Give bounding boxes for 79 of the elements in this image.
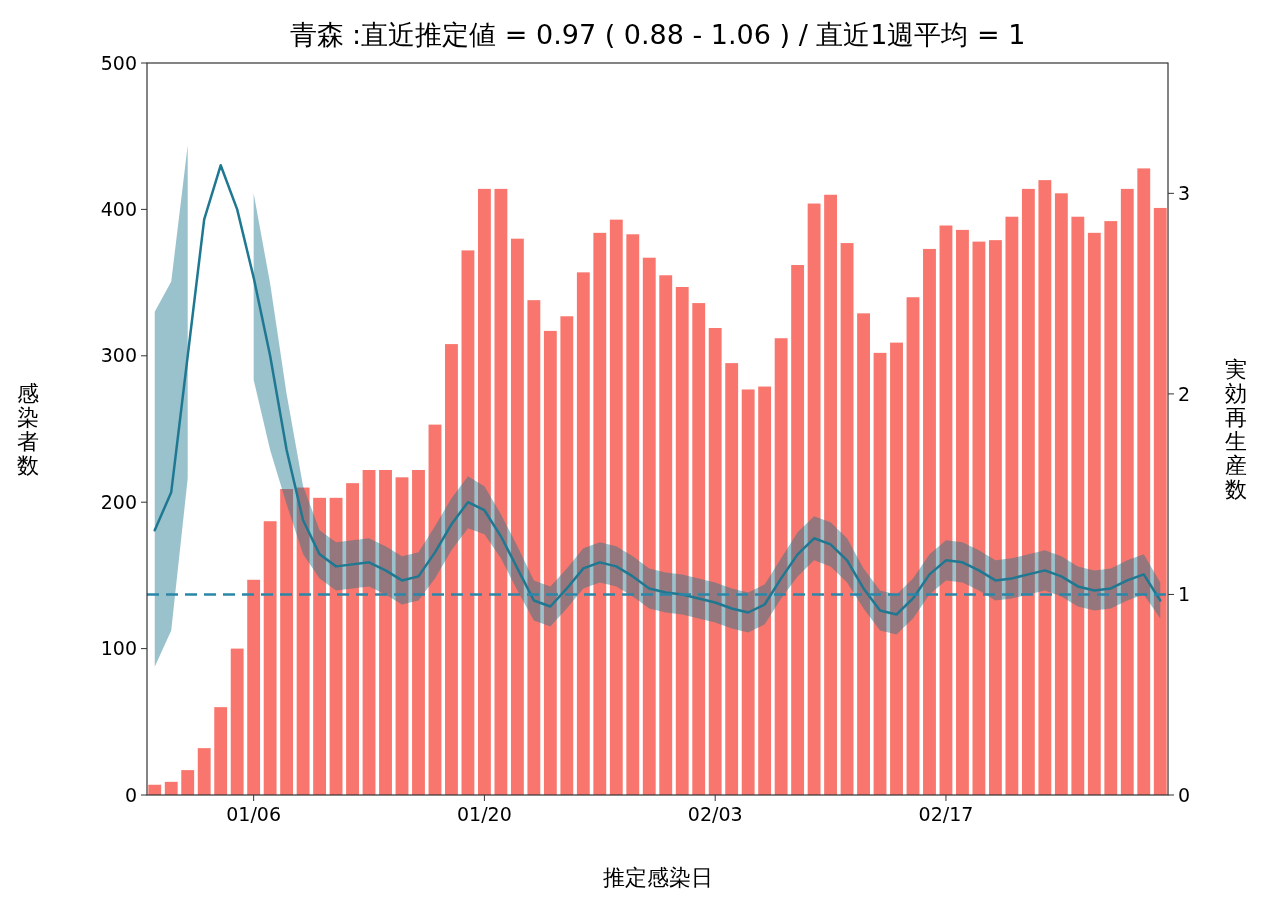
bar <box>939 225 953 795</box>
bar <box>379 469 392 795</box>
bar <box>280 489 294 795</box>
bar <box>510 238 524 795</box>
bar <box>494 188 508 795</box>
bar <box>329 497 343 795</box>
bar <box>1021 188 1035 795</box>
bar <box>230 648 244 795</box>
bar <box>1071 216 1085 795</box>
bar <box>857 313 870 795</box>
bar <box>972 241 986 795</box>
chart-title: 青森 :直近推定値 = 0.97 ( 0.88 - 1.06 ) / 直近1週平均 = 1 <box>289 19 1026 50</box>
y-tick-label: 300 <box>100 344 137 367</box>
y-tick-label: 0 <box>124 783 137 806</box>
bar <box>412 469 425 795</box>
y-tick-label: 400 <box>100 198 137 221</box>
bar <box>428 424 442 795</box>
x-tick-label: 02/17 <box>918 803 974 825</box>
bar <box>461 250 475 795</box>
y2-axis-title: 実効再生産数 <box>1225 356 1247 502</box>
y-tick-label: 200 <box>100 490 137 513</box>
bar <box>758 386 772 795</box>
bar <box>576 272 590 795</box>
bar <box>1054 193 1068 795</box>
x-tick-label: 02/03 <box>687 803 743 825</box>
bar <box>1087 232 1101 795</box>
bar <box>692 303 706 795</box>
x-axis-title: 推定感染日 <box>602 865 713 890</box>
bar <box>362 469 376 795</box>
bar <box>247 579 261 795</box>
bar <box>725 363 739 795</box>
bar <box>956 229 969 795</box>
y-tick-label: 500 <box>100 51 137 74</box>
bar <box>873 352 887 795</box>
bar <box>609 219 623 795</box>
bar <box>741 389 755 795</box>
bar <box>708 327 722 795</box>
bar <box>923 248 936 795</box>
bar <box>560 316 574 795</box>
bar <box>988 240 1002 795</box>
y2-tick-label: 0 <box>1178 783 1191 806</box>
bar <box>263 521 277 795</box>
bar <box>1120 188 1134 795</box>
y-axis-title: 感染者数 <box>17 380 39 478</box>
bar <box>824 194 838 795</box>
bar <box>181 770 195 795</box>
bar <box>296 487 310 795</box>
y2-tick-label: 2 <box>1178 382 1191 405</box>
bar <box>906 297 920 795</box>
bar <box>313 497 327 795</box>
bar <box>1137 168 1151 795</box>
bar <box>890 342 903 795</box>
x-tick-label: 01/06 <box>226 803 282 825</box>
bar <box>395 477 409 795</box>
x-tick-label: 01/20 <box>457 803 512 825</box>
bar <box>346 483 359 795</box>
bar <box>675 286 689 795</box>
bar <box>477 188 491 795</box>
bar <box>593 232 607 795</box>
bar <box>791 265 805 795</box>
bar <box>527 300 541 795</box>
bar <box>774 338 788 795</box>
bar <box>1005 216 1019 795</box>
bar <box>1038 180 1052 795</box>
bar <box>214 707 228 795</box>
bar <box>445 344 458 795</box>
bar <box>197 748 211 795</box>
y2-tick-label: 3 <box>1178 182 1191 205</box>
bar <box>543 330 557 795</box>
y2-tick-label: 1 <box>1178 583 1191 606</box>
bar <box>164 781 178 795</box>
bar <box>1153 207 1167 795</box>
bar <box>1104 221 1118 795</box>
bar <box>840 243 854 795</box>
bar <box>626 234 640 795</box>
bar <box>642 257 656 795</box>
bar <box>807 203 821 795</box>
bar <box>659 275 673 795</box>
y-tick-label: 100 <box>100 637 137 660</box>
